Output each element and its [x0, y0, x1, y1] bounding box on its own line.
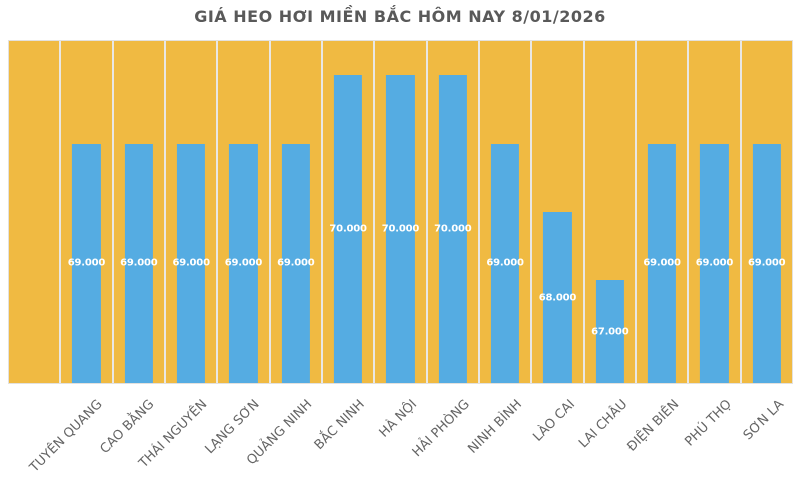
x-axis-label-cell: NINH BÌNH — [465, 385, 530, 485]
value-bar: 69.000 — [68, 143, 105, 383]
x-axis-label-cell: CAO BẰNG — [98, 385, 163, 485]
value-bar: 69.000 — [486, 143, 524, 383]
value-bar: 70.000 — [382, 75, 419, 383]
x-axis-label-cell: BẮC NINH — [312, 385, 373, 485]
x-axis-label-cell: LẠNG SƠN — [203, 385, 268, 485]
x-axis-label-cell: HẢI PHÒNG — [409, 385, 478, 485]
bar-value-label: 70.000 — [434, 223, 472, 235]
category-column: 69.000 — [113, 41, 164, 383]
bar-value-label: 69.000 — [224, 257, 263, 269]
category-label: PHÚ THỌ — [682, 397, 735, 450]
bar-value-label: 69.000 — [486, 257, 524, 269]
bar-value-label: 69.000 — [120, 257, 158, 269]
empty-column — [9, 41, 60, 383]
value-bar: 69.000 — [120, 143, 158, 383]
category-column: 67.000 — [584, 41, 635, 383]
category-column: 69.000 — [479, 41, 531, 383]
category-column: 70.000 — [427, 41, 478, 383]
bar-value-label: 70.000 — [381, 223, 420, 235]
bar-value-label: 69.000 — [748, 257, 786, 269]
value-bar: 70.000 — [434, 75, 472, 383]
value-bar: 69.000 — [172, 143, 210, 383]
category-column: 70.000 — [322, 41, 374, 383]
category-label: SƠN LA — [741, 397, 788, 444]
value-bar: 69.000 — [225, 143, 262, 383]
x-axis-label-cell: SƠN LA — [741, 385, 793, 485]
x-axis-labels: TUYÊN QUANG CAO BẰNG THÁI NGUYÊN LẠNG SƠN QU… — [8, 385, 793, 485]
value-bar: 69.000 — [643, 143, 681, 383]
bar-value-label: 67.000 — [591, 326, 629, 338]
bar-value-label: 69.000 — [67, 257, 106, 269]
plot-area: 69.000 69.000 69.000 69.000 69.000 70.000 70.0… — [8, 40, 793, 384]
bar-value-label: 68.000 — [538, 292, 577, 303]
x-axis-label-cell: QUẢNG NINH — [244, 385, 320, 485]
category-label: LAI CHÂU — [575, 397, 630, 452]
category-label: LÀO CAI — [529, 397, 578, 445]
bar-value-label: 70.000 — [329, 223, 367, 235]
x-axis-label-cell: HÀ NỘI — [375, 385, 425, 485]
value-bar: 69.000 — [748, 143, 786, 383]
bar-value-label: 69.000 — [695, 257, 734, 269]
category-column: 69.000 — [218, 41, 269, 383]
bar-value-label: 69.000 — [277, 257, 315, 269]
bar-value-label: 69.000 — [172, 257, 210, 269]
value-bar: 69.000 — [277, 143, 315, 383]
category-column: 68.000 — [532, 41, 583, 383]
category-column: 69.000 — [165, 41, 217, 383]
bar-value-label: 69.000 — [643, 257, 681, 269]
category-column: 69.000 — [741, 41, 792, 383]
x-axis-label-cell: ĐIỆN BIÊN — [625, 385, 688, 485]
chart-title: GIÁ HEO HƠI MIỀN BẮC HÔM NAY 8/01/2026 — [194, 7, 606, 26]
value-bar: 70.000 — [329, 75, 367, 383]
x-axis-label-cell: TUYÊN QUANG — [27, 385, 110, 485]
x-axis-label-cell: PHÚ THỌ — [682, 385, 740, 485]
category-column: 69.000 — [270, 41, 321, 383]
category-column: 70.000 — [375, 41, 426, 383]
x-axis-label-cell: THÁI NGUYÊN — [136, 385, 215, 485]
value-bar: 67.000 — [591, 280, 629, 383]
category-column: 69.000 — [689, 41, 740, 383]
category-column: 69.000 — [61, 41, 112, 383]
category-column: 69.000 — [636, 41, 688, 383]
category-label: HÀ NỘI — [376, 397, 421, 441]
x-axis-label-cell: LAI CHÂU — [576, 385, 635, 485]
value-bar: 68.000 — [539, 212, 576, 383]
value-bar: 69.000 — [696, 143, 733, 383]
x-axis-label-cell: LÀO CAI — [529, 385, 583, 485]
